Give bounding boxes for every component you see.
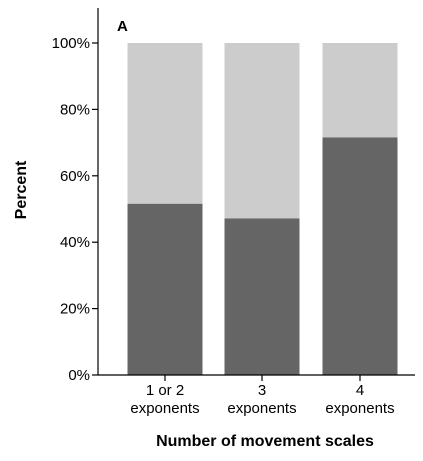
bar-segment-2-1 (224, 218, 300, 375)
y-tick-label: 100% (52, 35, 90, 52)
x-tick-label: 1 or 2 exponents (130, 382, 199, 417)
x-tick-label: 4 exponents (325, 382, 394, 417)
y-tick-label: 40% (60, 234, 90, 251)
bars-layer (127, 43, 398, 375)
bar-segment-3-1 (322, 137, 398, 375)
y-tick-label: 60% (60, 168, 90, 185)
bar-segment-1-1 (127, 203, 203, 375)
y-tick-label: 80% (60, 101, 90, 118)
y-tick-label: 20% (60, 301, 90, 318)
x-ticks: 1 or 2 exponents 3 exponents 4 exponents (130, 375, 395, 417)
bar-segment-3-2 (322, 43, 398, 138)
bar-segment-2-2 (224, 43, 300, 219)
y-ticks: 0% 20% 40% 60% 80% 100% (52, 35, 98, 384)
x-axis-title: Number of movement scales (156, 433, 374, 450)
y-tick-label: 0% (68, 367, 90, 384)
x-tick-label: 3 exponents (227, 382, 296, 417)
y-axis-title: Percent (13, 160, 30, 219)
panel-label: A (117, 18, 128, 35)
bar-segment-1-2 (127, 43, 203, 204)
axes-layer (97, 8, 415, 376)
